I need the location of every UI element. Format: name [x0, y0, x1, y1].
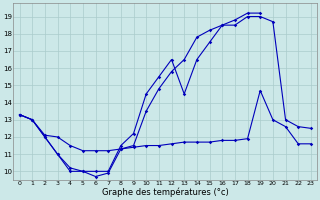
X-axis label: Graphe des températures (°c): Graphe des températures (°c): [102, 188, 228, 197]
